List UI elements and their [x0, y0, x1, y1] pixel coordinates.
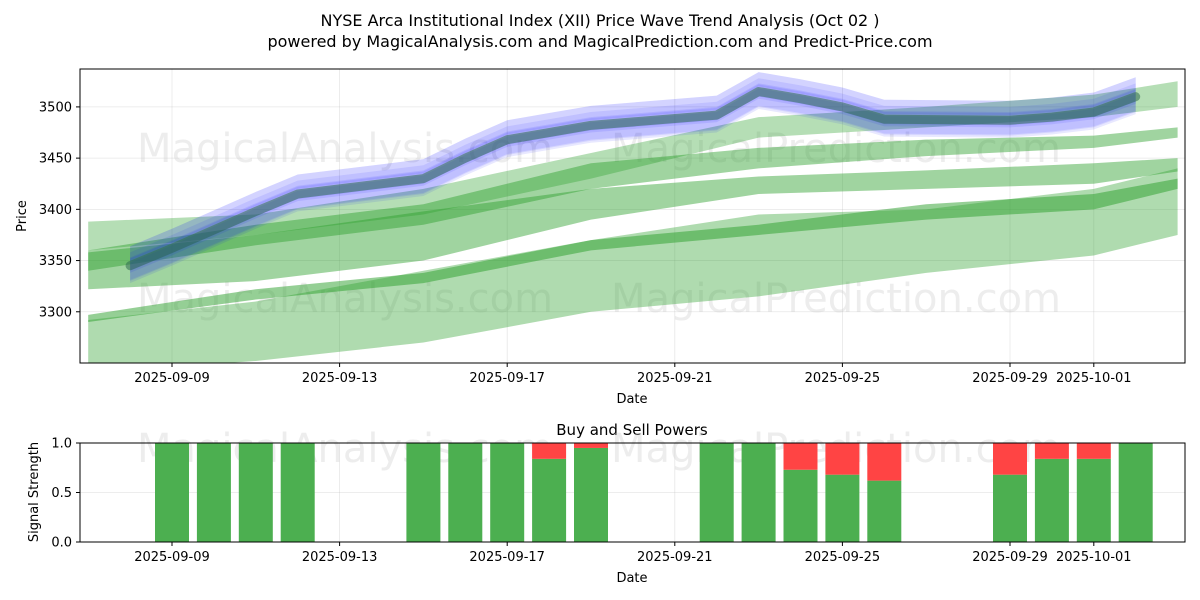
- history-price-line: [125, 87, 1141, 271]
- price-x-label: Date: [616, 392, 647, 407]
- buy-bar: [196, 443, 231, 542]
- signal-y-ticks: 0.0 0.5 1.0: [51, 437, 80, 551]
- forecast-band-upper-mid: [88, 127, 1178, 271]
- buy-bar: [574, 447, 608, 542]
- price-y-tick-label: 3500: [39, 100, 72, 115]
- buy-bar: [699, 443, 734, 542]
- price-y-tick-label: 3300: [39, 305, 72, 320]
- buy-bar: [741, 443, 776, 542]
- price-panel: MagicalAnalysis.com MagicalPrediction.co…: [15, 68, 1186, 407]
- sell-bar: [574, 443, 608, 448]
- history-wave-band: [130, 88, 1136, 282]
- signal-x-tick-label: 2025-09-17: [469, 550, 545, 565]
- history-wave-band: [130, 83, 1136, 281]
- watermark-prediction: MagicalPrediction.com: [611, 126, 1061, 172]
- buy-bar: [155, 443, 189, 542]
- chart-title: NYSE Arca Institutional Index (XII) Pric…: [320, 11, 879, 30]
- buy-bar: [490, 443, 525, 542]
- signal-y-tick-label: 0.5: [51, 486, 72, 501]
- signal-x-tick-label: 2025-09-09: [134, 550, 210, 565]
- watermark-prediction-2: MagicalPrediction.com: [611, 276, 1061, 322]
- price-y-tick-label: 3400: [39, 203, 72, 218]
- signal-x-tick-label: 2025-09-13: [302, 550, 378, 565]
- buy-bar: [1076, 458, 1111, 542]
- sell-bar: [783, 443, 818, 470]
- signal-x-tick-label: 2025-10-01: [1056, 550, 1132, 565]
- signal-y-tick-label: 0.0: [51, 536, 72, 551]
- buy-bar: [1034, 458, 1069, 542]
- buy-bar: [867, 480, 902, 542]
- forecast-band-wide: [88, 168, 1178, 363]
- signal-x-tick-label: 2025-09-25: [805, 550, 881, 565]
- signal-y-label: Signal Strength: [27, 442, 42, 542]
- sell-bar: [1034, 443, 1069, 459]
- signal-panel: Buy and Sell Powers MagicalAnalysis.com …: [27, 421, 1186, 586]
- forecast-band-middle: [88, 158, 1178, 290]
- price-y-tick-label: 3350: [39, 254, 72, 269]
- buy-bar: [993, 474, 1027, 542]
- signal-y-tick-label: 1.0: [51, 437, 72, 452]
- price-x-tick-label: 2025-09-21: [637, 371, 713, 386]
- price-x-tick-label: 2025-09-29: [972, 371, 1048, 386]
- sell-bar: [867, 443, 902, 481]
- buy-bar: [783, 469, 818, 542]
- price-x-tick-label: 2025-10-01: [1056, 371, 1132, 386]
- chart-subtitle: powered by MagicalAnalysis.com and Magic…: [267, 32, 932, 51]
- sell-bar: [1076, 443, 1111, 459]
- buy-bar: [406, 443, 441, 542]
- sell-bar: [532, 443, 567, 459]
- forecast-band-lower: [88, 178, 1178, 323]
- price-y-ticks: 3300 3350 3400 3450 3500: [39, 100, 80, 320]
- buy-bar: [280, 443, 315, 542]
- price-x-tick-label: 2025-09-17: [469, 371, 545, 386]
- sell-bar: [825, 443, 860, 475]
- price-watermarks: MagicalAnalysis.com MagicalPrediction.co…: [137, 126, 1061, 322]
- history-wave-band: [130, 78, 1136, 271]
- buy-bar: [532, 458, 567, 542]
- signal-title: Buy and Sell Powers: [556, 421, 708, 439]
- price-x-tick-label: 2025-09-09: [134, 371, 210, 386]
- signal-bars: [155, 443, 1153, 542]
- buy-bar: [448, 443, 483, 542]
- price-axes-frame: [79, 68, 1186, 364]
- price-x-ticks: 2025-09-09 2025-09-13 2025-09-17 2025-09-21…: [134, 363, 1132, 386]
- price-x-tick-label: 2025-09-13: [302, 371, 378, 386]
- signal-x-ticks: 2025-09-09 2025-09-13 2025-09-17 2025-09-21…: [134, 542, 1132, 565]
- price-x-tick-label: 2025-09-25: [805, 371, 881, 386]
- buy-bar: [238, 443, 273, 542]
- signal-x-label: Date: [616, 571, 647, 586]
- history-waves: [125, 72, 1141, 284]
- history-wave-band: [130, 94, 1136, 284]
- price-y-tick-label: 3450: [39, 152, 72, 167]
- price-y-label: Price: [15, 200, 30, 232]
- history-wave-band: [130, 72, 1136, 261]
- sell-bar: [993, 443, 1027, 475]
- buy-bar: [825, 474, 860, 542]
- buy-bar: [1118, 443, 1153, 542]
- signal-x-tick-label: 2025-09-21: [637, 550, 713, 565]
- signal-x-tick-label: 2025-09-29: [972, 550, 1048, 565]
